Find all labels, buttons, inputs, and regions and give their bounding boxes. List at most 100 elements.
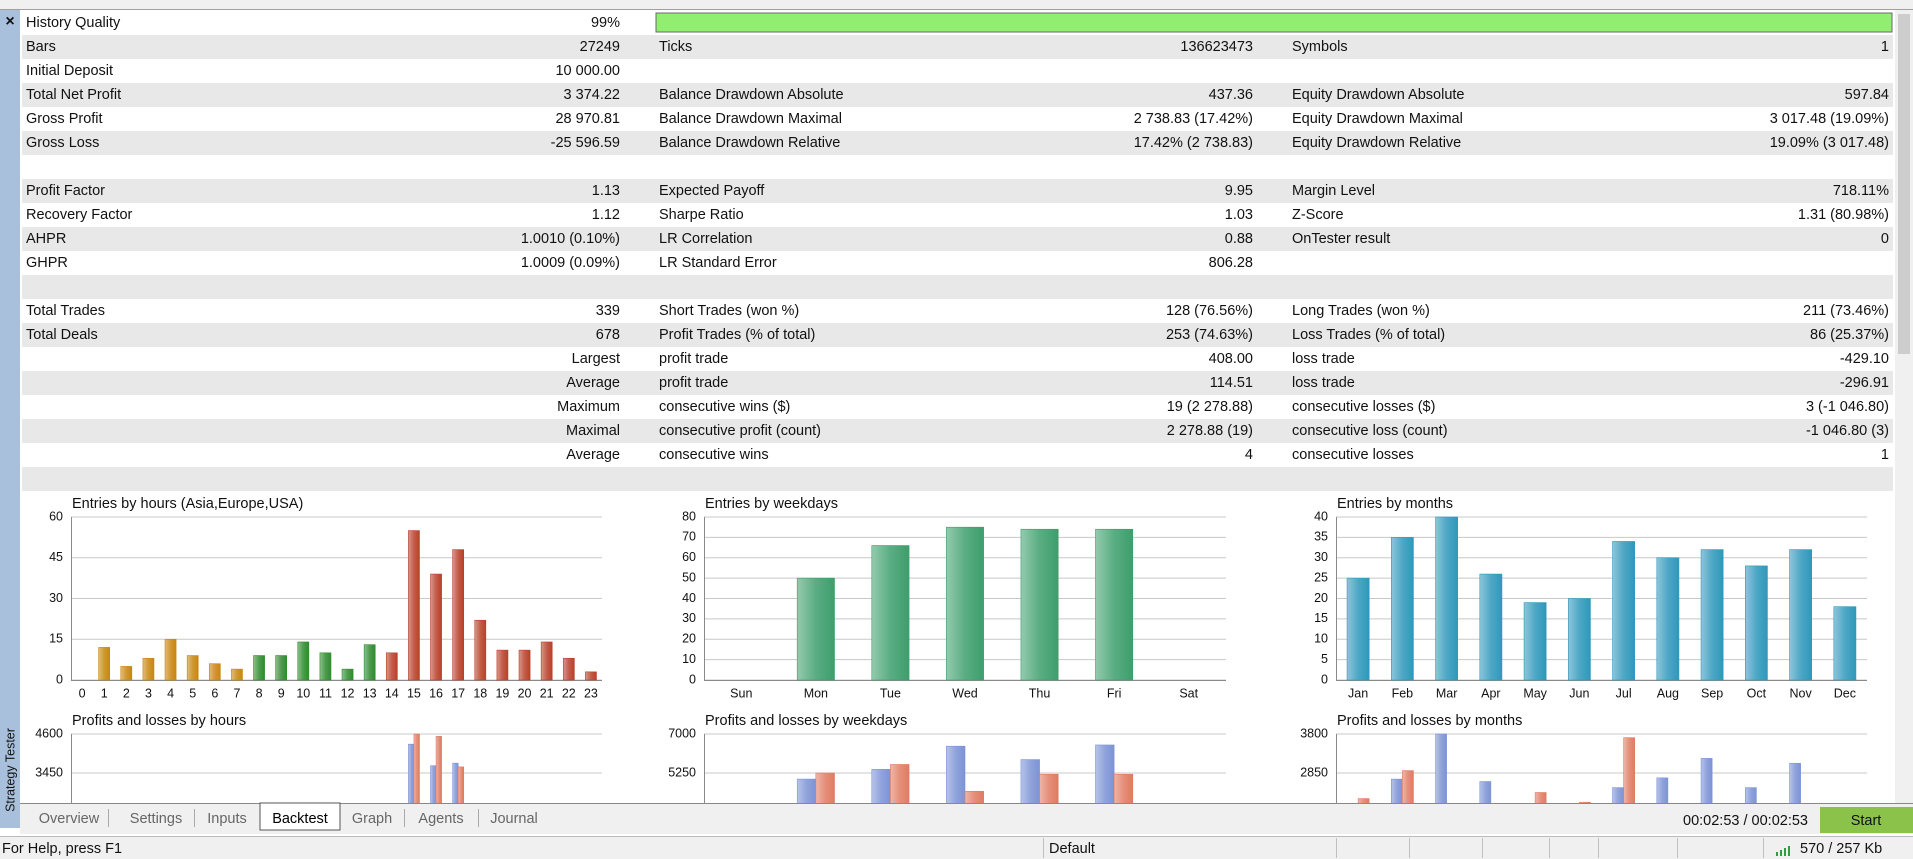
chart-title: Profits and losses by months — [1337, 713, 1522, 729]
y-tick-label: 0 — [56, 672, 63, 686]
row-value: 114.51 — [1210, 375, 1253, 391]
x-tick-label: 23 — [584, 686, 598, 700]
x-tick-label: 0 — [79, 686, 86, 700]
x-tick-label: Tue — [880, 686, 901, 700]
close-button[interactable]: × — [5, 13, 14, 30]
y-tick-label: 45 — [49, 550, 63, 564]
x-tick-label: Mar — [1436, 686, 1458, 700]
bar — [1534, 792, 1547, 803]
bar — [363, 644, 376, 681]
y-tick-label: 60 — [49, 509, 63, 523]
x-tick-label: 4 — [167, 686, 174, 700]
bar — [964, 790, 984, 803]
bar — [164, 638, 177, 681]
row-value: 17.42% (2 738.83) — [1134, 135, 1253, 151]
row-value: 408.00 — [1209, 351, 1253, 367]
row-value: 678 — [596, 327, 620, 343]
row-value: 1.03 — [1225, 207, 1253, 223]
x-tick-label: 21 — [540, 686, 554, 700]
bar — [231, 668, 243, 681]
bar — [120, 666, 133, 681]
y-tick-label: 3450 — [35, 765, 63, 779]
y-tick-label: 60 — [682, 550, 696, 564]
x-tick-label: May — [1523, 686, 1547, 700]
bar — [1612, 787, 1624, 803]
tab[interactable]: Graph — [352, 811, 392, 827]
row-label: Total Deals — [26, 327, 98, 343]
tab[interactable]: Agents — [418, 811, 463, 827]
row-label: AHPR — [26, 231, 66, 247]
x-tick-label: Jun — [1569, 686, 1589, 700]
y-tick-label: 80 — [682, 509, 696, 523]
x-tick-label: Fri — [1107, 686, 1122, 700]
bar — [385, 652, 398, 681]
tab[interactable]: Overview — [39, 811, 100, 827]
row-value: 211 (73.46%) — [1803, 303, 1889, 319]
x-tick-label: 15 — [407, 686, 421, 700]
bar — [585, 671, 597, 681]
row-label: Margin Level — [1292, 183, 1375, 199]
row-background — [22, 467, 1893, 491]
scrollbar-thumb[interactable] — [1898, 14, 1910, 354]
bar — [1623, 737, 1635, 803]
y-tick-label: 40 — [1314, 509, 1328, 523]
bar — [1095, 528, 1134, 681]
row-background — [22, 371, 1893, 395]
bar — [341, 668, 354, 681]
history-quality-bar — [655, 12, 1893, 33]
row-background — [22, 323, 1893, 347]
x-tick-label: Wed — [952, 686, 978, 700]
row-value: 718.11% — [1833, 183, 1889, 199]
bar — [1357, 798, 1370, 803]
start-button-bg[interactable] — [1820, 807, 1913, 833]
bar — [142, 657, 155, 681]
y-tick-label: 70 — [682, 530, 696, 544]
row-label: History Quality — [26, 15, 121, 31]
tab[interactable]: Journal — [490, 811, 538, 827]
x-tick-label: Apr — [1481, 686, 1500, 700]
tab[interactable]: Settings — [130, 811, 182, 827]
x-tick-label: 8 — [256, 686, 263, 700]
bar — [1700, 758, 1713, 803]
row-label: Gross Loss — [26, 135, 99, 151]
row-value: 2 278.88 (19) — [1167, 423, 1253, 439]
bar — [457, 766, 465, 803]
chart-title: Entries by hours (Asia,Europe,USA) — [72, 496, 303, 512]
bar — [208, 663, 221, 681]
row-label: Expected Payoff — [659, 183, 765, 199]
row-label: Average — [566, 375, 620, 391]
tab[interactable]: Backtest — [272, 811, 328, 827]
bar — [815, 772, 835, 803]
bar — [1656, 557, 1680, 681]
row-value: 1.0009 (0.09%) — [521, 255, 620, 271]
bar — [1745, 787, 1757, 803]
x-tick-label: 20 — [518, 686, 532, 700]
chart: Profits and losses by months 2850 3800 — [1300, 713, 1867, 803]
x-tick-label: Jul — [1616, 686, 1632, 700]
bar — [1391, 778, 1403, 803]
start-button[interactable]: Start — [1851, 813, 1882, 829]
bar — [1656, 777, 1669, 803]
x-tick-label: 22 — [562, 686, 576, 700]
bar — [946, 526, 984, 681]
row-label: Balance Drawdown Absolute — [659, 87, 844, 103]
x-tick-label: Aug — [1657, 686, 1679, 700]
x-tick-label: Dec — [1834, 686, 1856, 700]
bar — [1479, 781, 1492, 803]
y-tick-label: 3800 — [1300, 726, 1328, 740]
bar — [496, 649, 509, 681]
row-value: 437.36 — [1209, 87, 1253, 103]
row-value: 1.0010 (0.10%) — [521, 231, 620, 247]
bar — [1789, 762, 1801, 803]
chart: Entries by weekdays 0 10 20 30 40 50 60 70 80 Sun M… — [682, 496, 1226, 700]
tab[interactable]: Inputs — [207, 811, 247, 827]
row-label: consecutive loss (count) — [1292, 423, 1448, 439]
row-background — [22, 227, 1893, 251]
x-tick-label: Oct — [1747, 686, 1767, 700]
bar — [1435, 516, 1458, 681]
status-bar — [0, 836, 1913, 859]
row-value: 1 — [1881, 39, 1889, 55]
sidebar-title: Strategy Tester — [3, 728, 17, 812]
x-tick-label: Feb — [1392, 686, 1414, 700]
x-tick-label: 2 — [123, 686, 130, 700]
